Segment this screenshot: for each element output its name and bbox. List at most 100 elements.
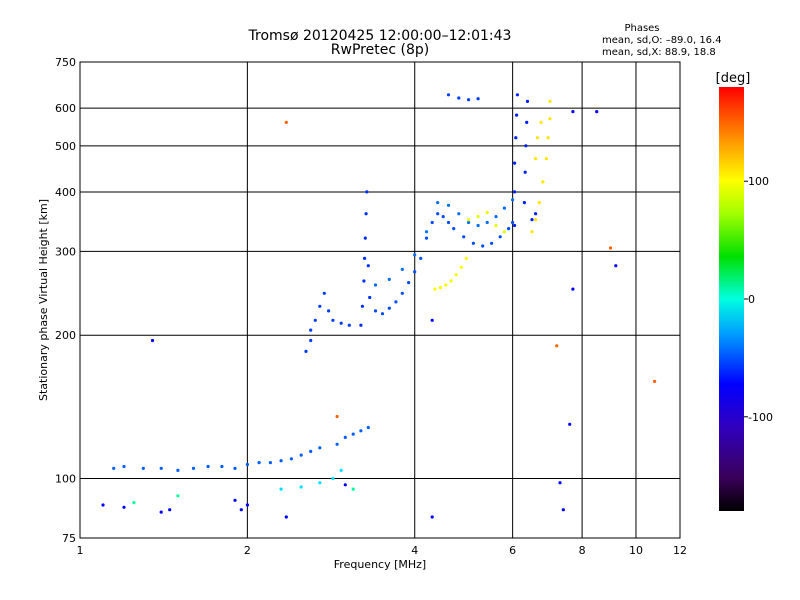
data-point — [335, 414, 339, 419]
data-point — [284, 515, 288, 519]
data-point — [523, 170, 527, 174]
data-point — [380, 312, 385, 316]
y-tick-label: 200 — [55, 329, 76, 342]
data-point — [502, 230, 506, 234]
data-point — [513, 223, 517, 228]
data-point — [513, 190, 517, 194]
data-point — [339, 468, 343, 472]
data-point — [525, 99, 530, 103]
data-point — [363, 256, 367, 260]
x-tick-label: 12 — [673, 544, 687, 557]
data-point — [490, 241, 494, 245]
data-point — [407, 281, 411, 285]
data-point — [362, 279, 366, 283]
data-point — [299, 485, 303, 489]
data-point — [220, 464, 224, 469]
data-point — [513, 161, 517, 165]
chart-title: Tromsø 20120425 12:00:00–12:01:43 — [248, 28, 512, 44]
data-point — [289, 457, 293, 461]
y-tick-label: 600 — [55, 102, 76, 115]
data-point — [368, 295, 372, 300]
data-point — [400, 291, 404, 295]
data-point — [462, 235, 466, 239]
x-axis-label: Frequency [MHz] — [334, 558, 426, 571]
data-point — [430, 318, 434, 322]
data-point — [485, 220, 489, 225]
data-point — [347, 323, 351, 327]
x-tick-label: 4 — [411, 544, 418, 557]
data-point — [322, 291, 326, 295]
data-point — [424, 230, 429, 234]
data-point — [413, 270, 417, 274]
data-point — [537, 201, 541, 205]
data-point — [436, 201, 440, 205]
data-point — [441, 215, 445, 219]
data-point — [318, 304, 322, 308]
y-tick-label: 75 — [62, 532, 76, 545]
phases-box: Phases mean, sd,O: –89.0, 16.4 mean, sd,… — [602, 23, 722, 58]
data-point — [159, 466, 163, 470]
data-point — [614, 264, 618, 268]
data-point — [444, 283, 448, 287]
data-point — [653, 379, 657, 383]
data-point — [413, 253, 417, 257]
data-point — [476, 223, 480, 228]
data-point — [571, 110, 575, 114]
data-point — [359, 323, 363, 327]
data-point — [449, 279, 453, 283]
data-point — [299, 453, 303, 457]
data-point — [548, 99, 552, 103]
data-point — [364, 212, 368, 216]
data-point — [467, 98, 471, 102]
data-point — [359, 429, 363, 433]
data-point — [530, 218, 534, 222]
data-point — [430, 515, 434, 519]
data-point — [159, 510, 163, 514]
data-points — [101, 93, 657, 519]
data-point — [454, 273, 458, 277]
data-point — [233, 498, 237, 502]
data-point — [515, 93, 520, 97]
data-point — [476, 97, 480, 101]
data-point — [467, 218, 471, 222]
data-point — [360, 304, 364, 308]
data-point — [343, 435, 347, 439]
data-point — [433, 287, 437, 291]
data-point — [595, 110, 599, 114]
data-point — [534, 157, 538, 161]
data-point — [498, 235, 502, 239]
data-point — [541, 180, 545, 184]
data-point — [284, 120, 288, 124]
data-point — [561, 508, 565, 512]
y-tick-label: 300 — [55, 245, 76, 258]
data-point — [387, 277, 391, 281]
data-point — [141, 466, 145, 470]
data-point — [467, 220, 471, 225]
y-axis-label: Stationary phase Virtual Height [km] — [37, 199, 50, 401]
data-point — [510, 198, 515, 202]
data-point — [366, 264, 370, 268]
data-point — [363, 236, 367, 240]
data-point — [132, 501, 136, 505]
data-point — [481, 244, 485, 248]
data-point — [122, 464, 126, 469]
data-point — [279, 487, 283, 491]
data-point — [476, 215, 480, 219]
data-point — [176, 494, 180, 498]
data-point — [452, 227, 456, 231]
data-point — [539, 120, 543, 124]
data-point — [558, 481, 562, 485]
data-point — [534, 212, 538, 216]
data-point — [351, 432, 355, 436]
data-point — [351, 487, 355, 491]
data-point — [335, 442, 339, 446]
data-point — [206, 464, 210, 469]
colorbar-tick-label: -100 — [748, 411, 773, 424]
data-point — [502, 206, 506, 210]
data-point — [331, 476, 335, 481]
x-tick-label: 8 — [579, 544, 586, 557]
data-point — [387, 306, 391, 310]
data-point — [191, 466, 196, 470]
data-point — [318, 446, 322, 450]
